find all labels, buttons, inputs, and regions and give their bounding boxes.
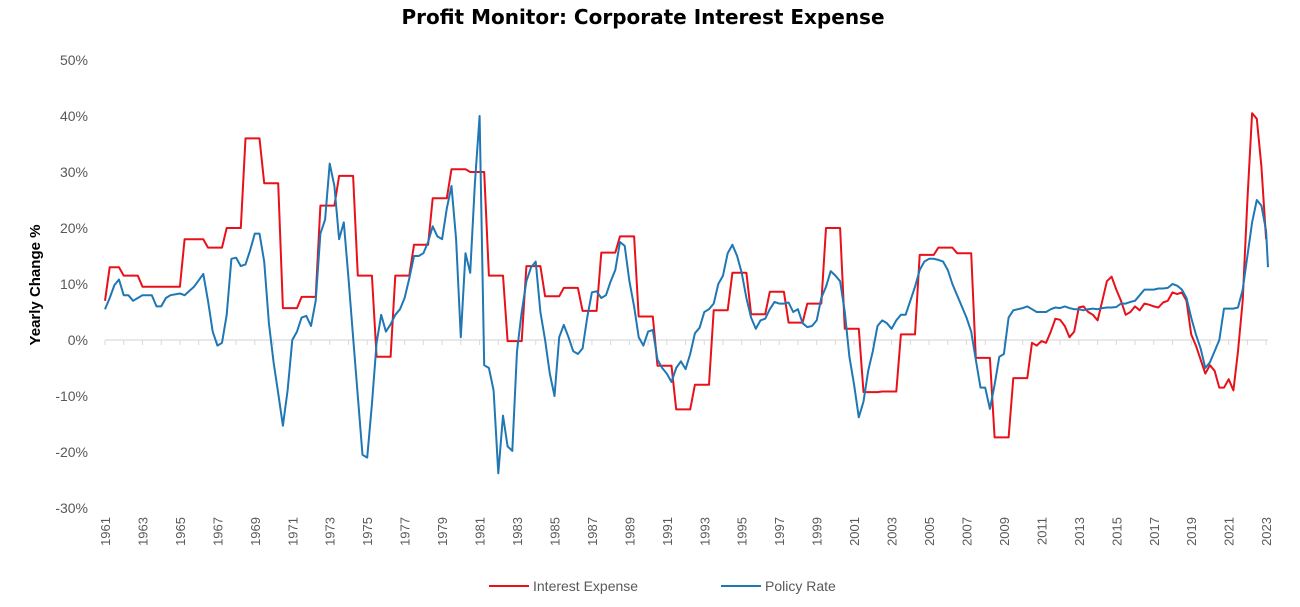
- x-tick-label: 1999: [810, 517, 825, 546]
- x-tick-label: 2017: [1147, 517, 1162, 546]
- x-tick-label: 1977: [398, 517, 413, 546]
- series-line-policy-rate: [104, 115, 1269, 475]
- x-tick-label: 1981: [473, 517, 488, 546]
- y-tick-label: -20%: [55, 444, 88, 460]
- x-axis-ticks: 1961 1963 1965 1967 1969 1971 1973 1975 1977 1979…: [98, 517, 1274, 546]
- x-tick-label: 2011: [1034, 517, 1049, 545]
- legend-label: Policy Rate: [765, 578, 836, 594]
- x-tick-label: 1991: [660, 517, 675, 546]
- legend: Interest Expense Policy Rate: [489, 578, 836, 594]
- x-tick-label: 1985: [547, 517, 562, 546]
- x-tick-label: 1993: [697, 517, 712, 546]
- x-tick-label: 1989: [622, 517, 637, 546]
- x-tick-label: 1987: [585, 517, 600, 546]
- x-tick-label: 2015: [1109, 517, 1124, 546]
- y-tick-label: 40%: [60, 108, 88, 124]
- x-axis: [104, 339, 1268, 345]
- x-tick-label: 1979: [435, 517, 450, 546]
- series-line-interest-expense: [104, 112, 1268, 439]
- x-tick-label: 2013: [1072, 517, 1087, 546]
- y-tick-label: 20%: [60, 220, 88, 236]
- series-lines: [104, 112, 1269, 475]
- y-tick-label: 10%: [60, 276, 88, 292]
- x-tick-label: 2007: [959, 517, 974, 546]
- x-tick-label: 1963: [135, 517, 150, 546]
- x-tick-label: 1973: [323, 517, 338, 546]
- x-tick-label: 1965: [173, 517, 188, 546]
- x-tick-label: 2021: [1222, 517, 1237, 546]
- x-tick-label: 2019: [1184, 517, 1199, 546]
- y-tick-label: -10%: [55, 388, 88, 404]
- x-tick-label: 1995: [735, 517, 750, 546]
- y-tick-label: 30%: [60, 164, 88, 180]
- x-tick-label: 1969: [248, 517, 263, 546]
- y-tick-label: 50%: [60, 52, 88, 68]
- y-tick-label: -30%: [55, 500, 88, 516]
- x-tick-label: 2001: [847, 517, 862, 546]
- chart-title: Profit Monitor: Corporate Interest Expen…: [401, 5, 885, 29]
- x-tick-label: 1983: [510, 517, 525, 546]
- y-axis-ticks: -30% -20% -10% 0% 10% 20% 30% 40% 50%: [55, 52, 88, 516]
- x-tick-label: 2009: [997, 517, 1012, 546]
- legend-label: Interest Expense: [533, 578, 638, 594]
- x-tick-label: 1971: [285, 517, 300, 546]
- x-tick-label: 1967: [210, 517, 225, 546]
- x-tick-label: 1975: [360, 517, 375, 546]
- x-tick-label: 2003: [885, 517, 900, 546]
- x-tick-label: 2005: [922, 517, 937, 546]
- y-tick-label: 0%: [68, 332, 88, 348]
- x-tick-label: 1997: [772, 517, 787, 546]
- y-axis-label: Yearly Change %: [27, 225, 44, 346]
- x-tick-label: 1961: [98, 517, 113, 546]
- x-tick-label: 2023: [1259, 517, 1274, 546]
